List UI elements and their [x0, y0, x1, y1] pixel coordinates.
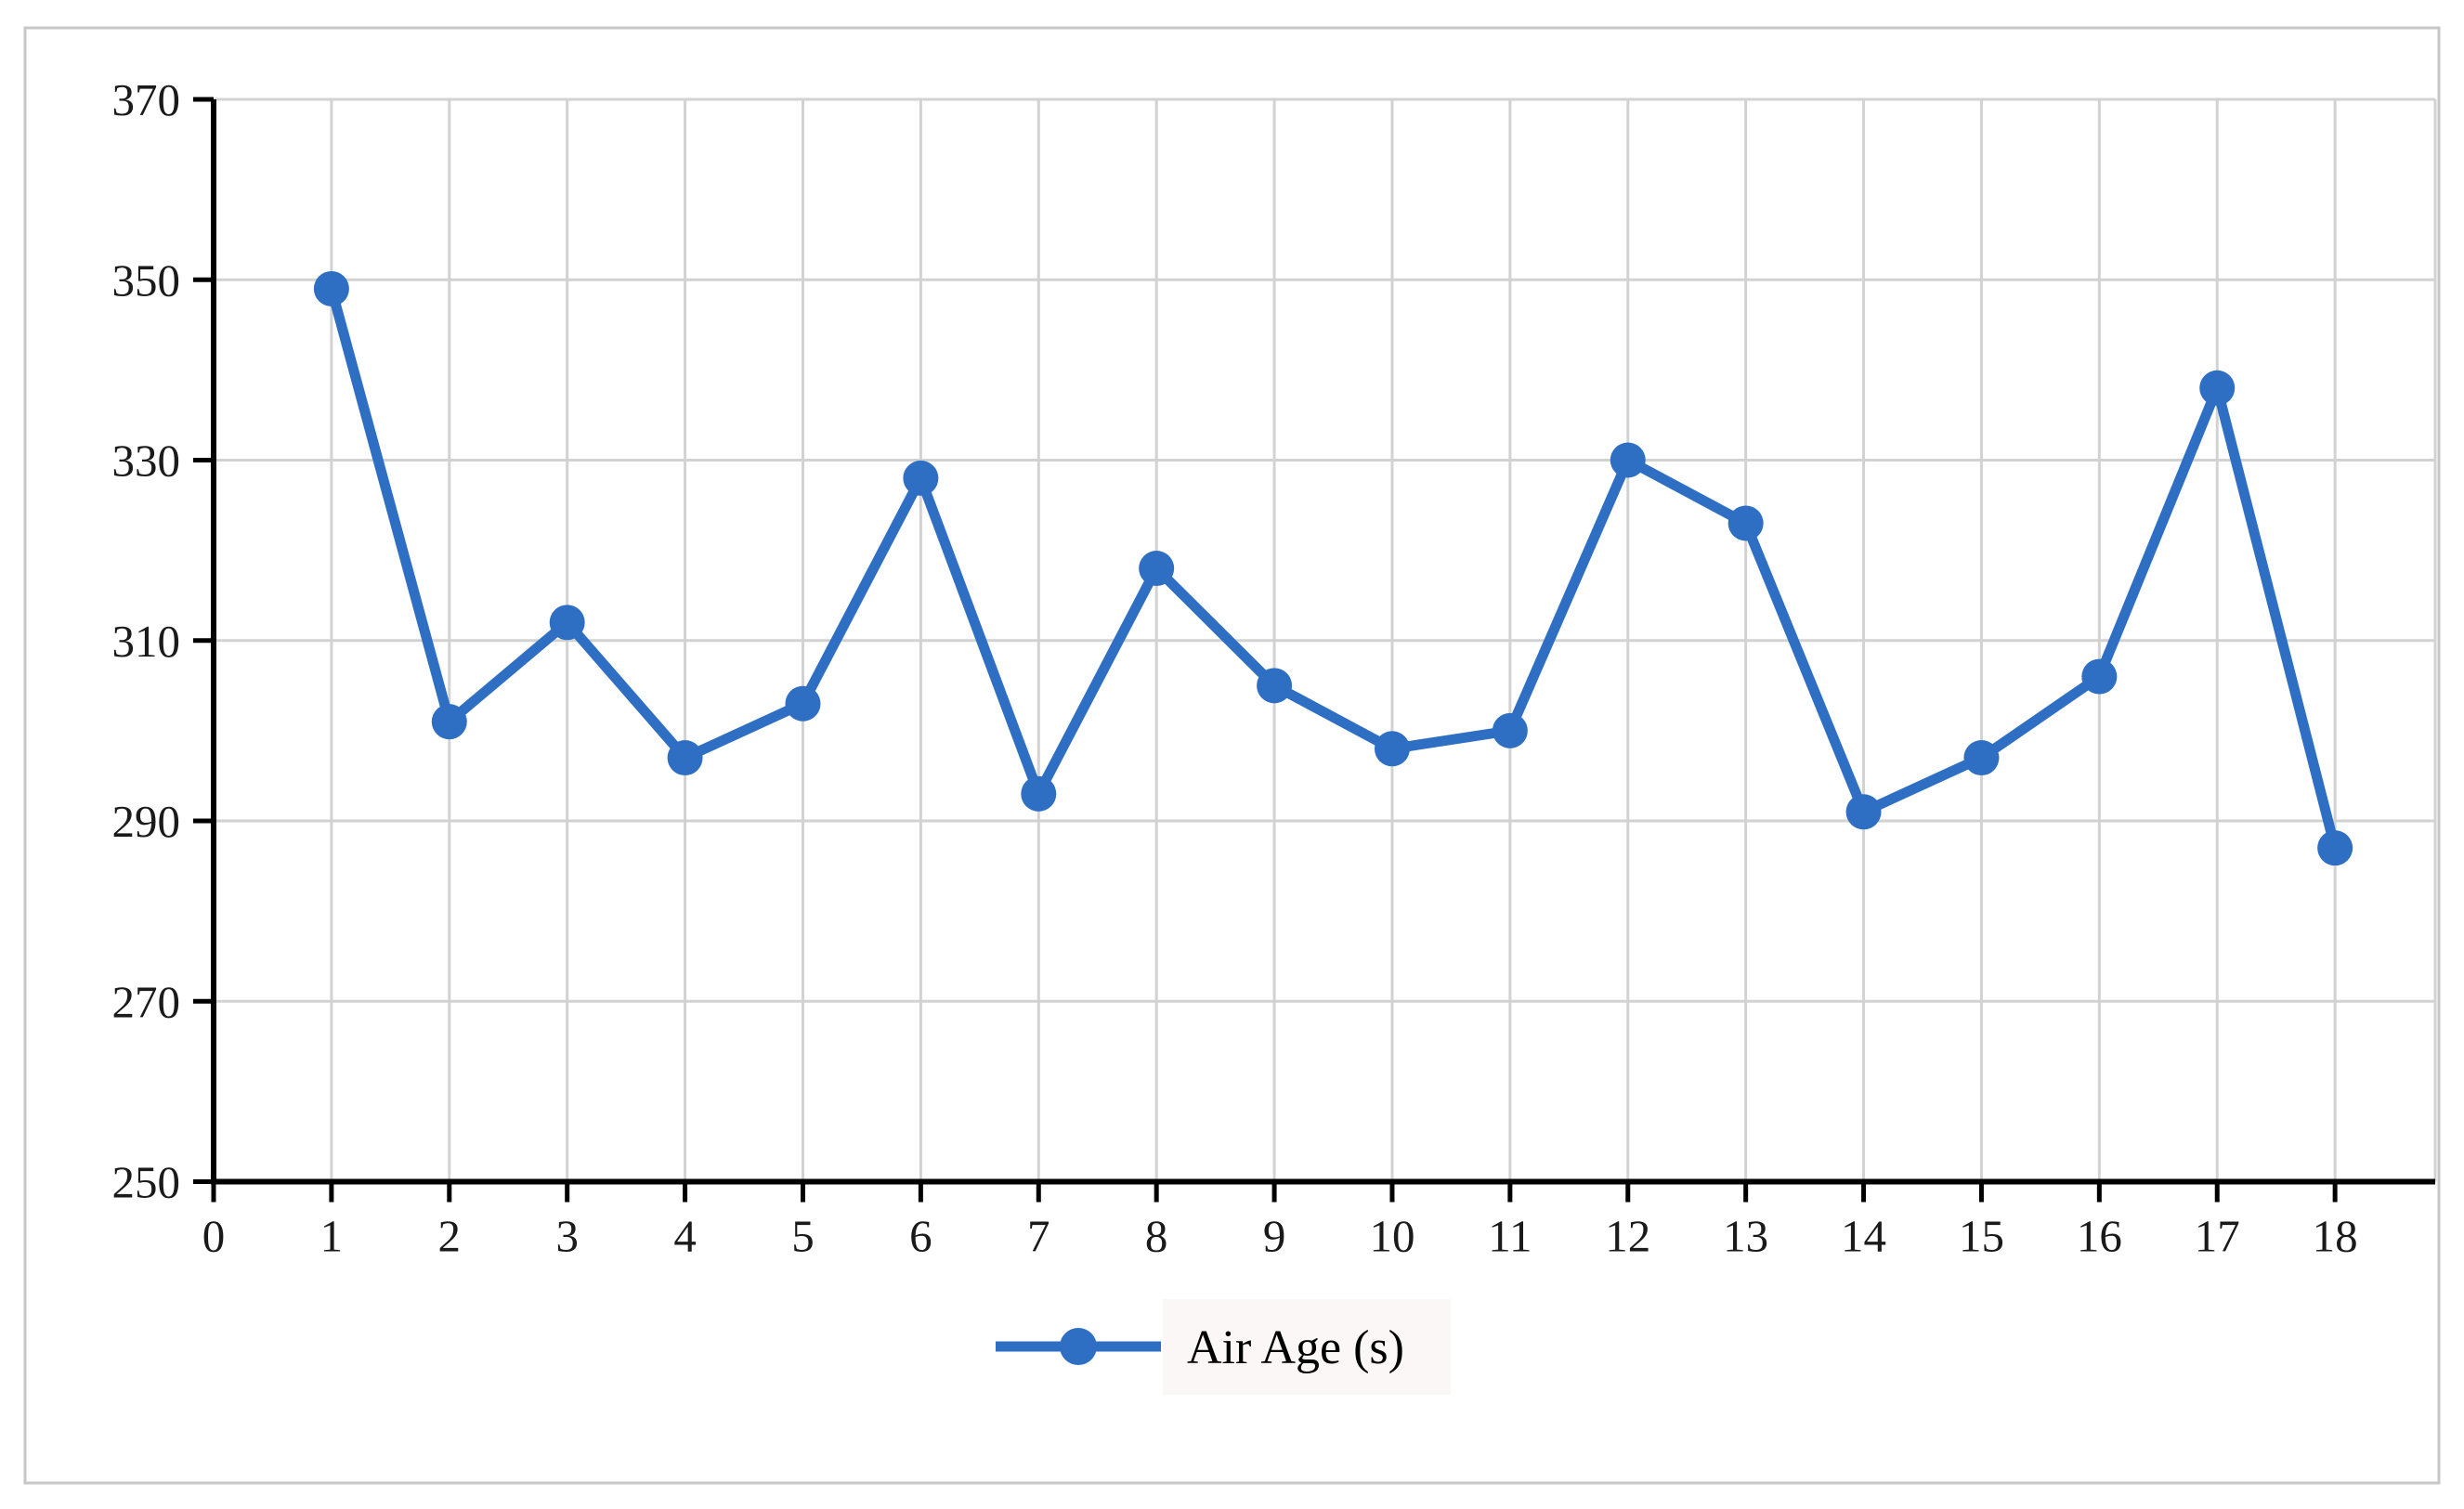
data-point-x14 [1845, 794, 1882, 830]
legend-label: Air Age (s) [1187, 1321, 1404, 1374]
x-axis-labels: 0 1 2 3 4 5 6 7 8 9 10 11 12 13 14 15 16 17 18 [202, 1211, 2358, 1262]
legend-panel [1163, 1299, 1451, 1395]
data-point-x16 [2081, 658, 2118, 695]
x-tick-label-9: 9 [1263, 1211, 1286, 1262]
x-tick-label-0: 0 [202, 1211, 226, 1262]
data-point-x8 [1139, 551, 1175, 587]
x-tick-label-13: 13 [1723, 1211, 1768, 1262]
data-point-x11 [1492, 712, 1528, 748]
data-point-x7 [1021, 775, 1057, 812]
x-tick-label-2: 2 [438, 1211, 462, 1262]
data-point-x13 [1727, 505, 1764, 541]
x-tick-label-15: 15 [1959, 1211, 2004, 1262]
y-tick-label-310: 310 [112, 616, 181, 667]
x-tick-label-4: 4 [673, 1211, 697, 1262]
x-tick-label-7: 7 [1027, 1211, 1050, 1262]
series-line [326, 283, 2340, 853]
data-point-x12 [1610, 442, 1646, 478]
x-tick-label-17: 17 [2195, 1211, 2240, 1262]
y-tick-label-350: 350 [112, 254, 181, 306]
gridlines [214, 98, 2437, 1182]
data-point-x6 [903, 460, 939, 496]
y-tick-label-290: 290 [112, 796, 181, 847]
x-tick-label-6: 6 [909, 1211, 932, 1262]
x-tick-label-11: 11 [1488, 1211, 1532, 1262]
data-point-x2 [431, 704, 467, 740]
y-tick-label-330: 330 [112, 436, 181, 487]
x-tick-label-8: 8 [1145, 1211, 1168, 1262]
data-point-x3 [549, 605, 585, 641]
series-air-age [313, 270, 2353, 866]
data-point-x17 [2199, 370, 2236, 406]
data-point-x15 [1963, 740, 2000, 776]
x-tick-label-5: 5 [791, 1211, 815, 1262]
x-tick-label-18: 18 [2313, 1211, 2358, 1262]
data-point-x5 [785, 685, 821, 722]
data-point-x10 [1374, 731, 1410, 767]
data-point-x9 [1257, 668, 1293, 704]
data-point-x18 [2317, 830, 2353, 866]
x-tick-label-10: 10 [1369, 1211, 1415, 1262]
x-tick-label-3: 3 [555, 1211, 579, 1262]
x-tick-label-12: 12 [1605, 1211, 1650, 1262]
axes [193, 97, 2435, 1203]
y-tick-label-270: 270 [112, 976, 181, 1027]
y-tick-label-370: 370 [112, 74, 181, 125]
legend-marker [1060, 1328, 1097, 1365]
y-tick-label-250: 250 [112, 1157, 181, 1208]
figure-border [23, 26, 2441, 1485]
x-tick-label-14: 14 [1841, 1211, 1886, 1262]
x-tick-label-1: 1 [320, 1211, 344, 1262]
data-point-x4 [667, 740, 703, 776]
y-axis-labels: 250 270 290 310 330 350 370 [112, 74, 181, 1208]
x-tick-label-16: 16 [2077, 1211, 2122, 1262]
data-point-x1 [313, 270, 349, 306]
legend: Air Age (s) [996, 1299, 1451, 1395]
